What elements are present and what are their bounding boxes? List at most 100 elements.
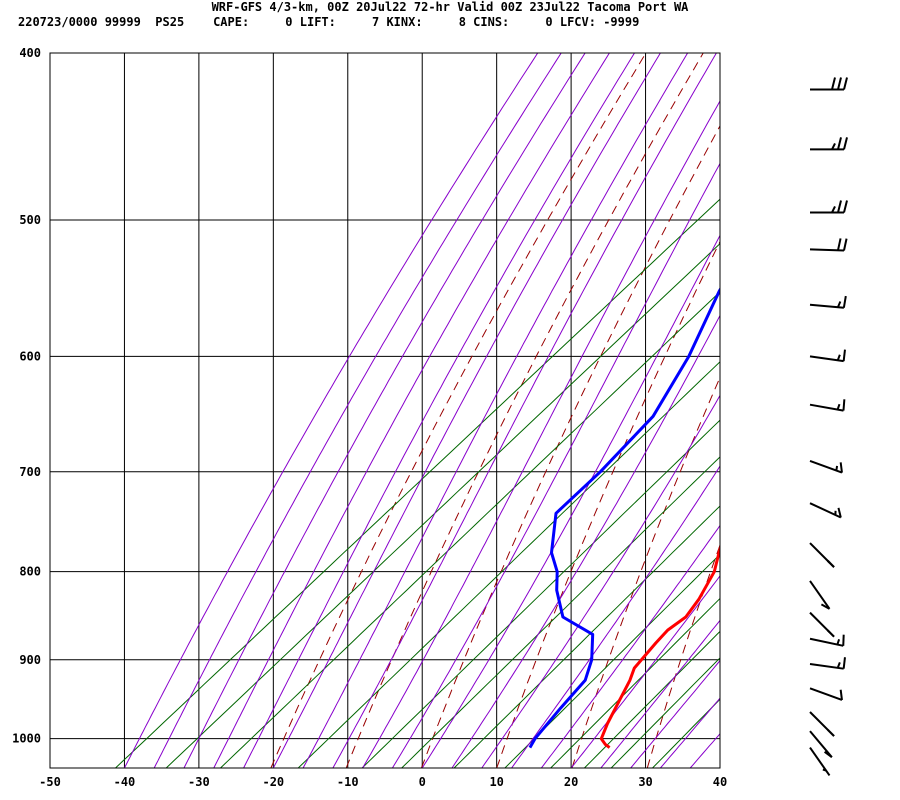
barb-feather bbox=[826, 728, 835, 737]
barb-shaft bbox=[809, 730, 833, 758]
moist-adiabat bbox=[540, 524, 720, 768]
wind-barb bbox=[810, 200, 848, 214]
mixing-ratio-line bbox=[550, 597, 720, 768]
barb-feather bbox=[842, 399, 846, 411]
mixing-ratio-line bbox=[401, 456, 720, 768]
grid-lines bbox=[49, 52, 721, 768]
pressure-tick-label: 400 bbox=[19, 46, 41, 60]
temperature-tick-label: -10 bbox=[337, 775, 359, 789]
moist-adiabat bbox=[630, 659, 720, 768]
mixing-ratio-line bbox=[610, 657, 720, 768]
barb-feather bbox=[842, 349, 846, 362]
temperature-tick-label: -30 bbox=[188, 775, 210, 789]
wind-barb bbox=[809, 657, 846, 670]
plot-frame bbox=[49, 52, 721, 769]
moist-adiabat bbox=[600, 619, 720, 768]
mixing-ratio-line bbox=[220, 291, 720, 768]
profile-lines bbox=[528, 286, 720, 749]
barb-feather bbox=[836, 403, 841, 410]
moist-adiabat bbox=[511, 465, 720, 768]
dry-adiabat bbox=[646, 543, 720, 768]
barb-feather bbox=[837, 200, 842, 213]
barb-feather bbox=[837, 77, 842, 90]
moist-adiabat bbox=[481, 394, 720, 768]
dewpoint-line bbox=[528, 286, 720, 749]
barb-feather bbox=[839, 462, 843, 473]
barb-feather bbox=[842, 295, 847, 308]
wind-barb bbox=[809, 238, 848, 252]
barb-feather bbox=[843, 137, 848, 150]
moist-adiabat bbox=[660, 697, 720, 768]
barb-feather bbox=[826, 629, 831, 634]
chart-title: WRF-GFS 4/3-km, 00Z 20Jul22 72-hr Valid … bbox=[211, 0, 689, 14]
axis-ticks: 400 500 600 700 800 900 1000 -50 -40 -30 -20 -10 0 10… bbox=[12, 46, 727, 789]
moist-adiabat bbox=[183, 53, 586, 768]
barb-feather bbox=[822, 768, 827, 772]
pressure-tick-label: 700 bbox=[19, 465, 41, 479]
temperature-line bbox=[599, 543, 720, 749]
wind-barbs bbox=[809, 77, 848, 777]
moist-adiabat bbox=[719, 767, 720, 768]
wind-barb bbox=[809, 730, 833, 758]
barb-feather bbox=[843, 77, 848, 90]
barb-shaft bbox=[809, 502, 842, 519]
wind-barb bbox=[809, 460, 843, 474]
temperature-tick-label: 20 bbox=[564, 775, 578, 789]
wind-barb bbox=[809, 542, 835, 568]
pressure-tick-label: 900 bbox=[19, 653, 41, 667]
dry-adiabat bbox=[571, 376, 720, 768]
barb-feather bbox=[831, 206, 836, 213]
barb-shaft bbox=[809, 460, 843, 474]
wind-barb bbox=[809, 711, 835, 737]
barb-feather bbox=[836, 639, 841, 645]
moist-adiabat bbox=[451, 314, 720, 768]
wind-barb bbox=[810, 137, 848, 151]
barb-feather bbox=[835, 465, 839, 471]
barb-feather bbox=[839, 689, 843, 701]
mixing-ratio-line bbox=[361, 419, 720, 768]
barb-feather bbox=[837, 137, 842, 150]
wind-barb bbox=[809, 295, 847, 309]
mixing-ratio-line bbox=[297, 361, 720, 768]
temperature-tick-label: 10 bbox=[489, 775, 503, 789]
barb-shaft bbox=[809, 580, 831, 610]
wind-barb bbox=[809, 502, 842, 519]
moist-adiabat bbox=[421, 234, 720, 768]
moist-adiabat bbox=[391, 162, 720, 768]
dry-adiabat bbox=[873, 53, 900, 768]
temperature-tick-label: -20 bbox=[262, 775, 284, 789]
pressure-tick-label: 1000 bbox=[12, 732, 41, 746]
barb-feather bbox=[823, 750, 833, 758]
pressure-tick-label: 800 bbox=[19, 565, 41, 579]
mixing-ratio-line bbox=[584, 630, 720, 768]
moist-adiabat bbox=[272, 53, 661, 768]
temperature-tick-label: -40 bbox=[114, 775, 136, 789]
dry-adiabat bbox=[270, 53, 647, 768]
background-lines bbox=[115, 53, 900, 768]
wind-barb bbox=[809, 399, 846, 412]
barb-feather bbox=[836, 661, 841, 669]
mixing-ratio-line bbox=[115, 198, 720, 768]
wind-barb bbox=[809, 747, 831, 777]
barb-shaft bbox=[809, 747, 831, 777]
barb-feather bbox=[843, 238, 848, 251]
barb-feather bbox=[837, 507, 842, 518]
barb-feather bbox=[836, 301, 842, 308]
barb-feather bbox=[826, 560, 831, 564]
moist-adiabat bbox=[153, 53, 562, 768]
mixing-ratio-line bbox=[453, 505, 720, 768]
sounding-stats: 220723/0000 99999 PS25 CAPE: 0 LIFT: 7 K… bbox=[18, 15, 640, 29]
pressure-tick-label: 500 bbox=[19, 213, 41, 227]
barb-feather bbox=[831, 142, 836, 150]
barb-feather bbox=[837, 238, 842, 251]
moist-adiabat bbox=[302, 53, 689, 768]
temperature-tick-label: 40 bbox=[713, 775, 727, 789]
temperature-tick-label: -50 bbox=[39, 775, 61, 789]
temperature-tick-label: 0 bbox=[419, 775, 426, 789]
moist-adiabat bbox=[123, 53, 539, 768]
barb-feather bbox=[820, 603, 830, 610]
moist-adiabat bbox=[332, 53, 717, 768]
moist-adiabat bbox=[689, 732, 720, 768]
temperature-tick-label: 30 bbox=[638, 775, 652, 789]
